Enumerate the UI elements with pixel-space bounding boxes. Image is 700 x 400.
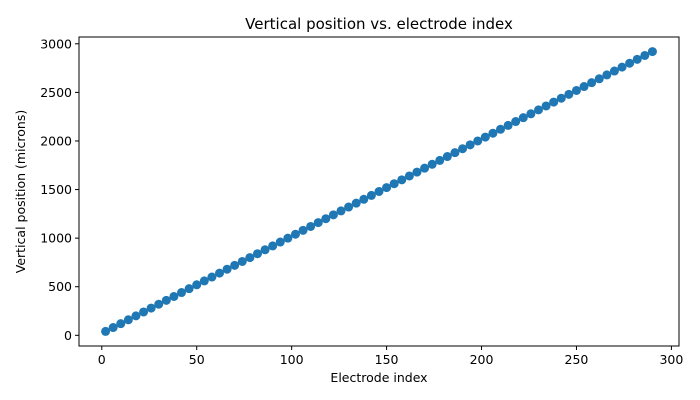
data-point xyxy=(290,229,300,239)
data-point xyxy=(571,85,581,95)
data-point xyxy=(184,284,194,294)
data-point xyxy=(458,144,468,154)
chart-title: Vertical position vs. electrode index xyxy=(245,15,513,33)
data-point xyxy=(245,253,255,263)
data-point xyxy=(154,299,164,309)
data-point xyxy=(283,233,293,243)
data-point xyxy=(192,280,202,290)
y-tick-label: 500 xyxy=(48,279,72,294)
data-point xyxy=(435,155,445,165)
data-point xyxy=(116,319,126,329)
x-tick-label: 100 xyxy=(280,352,304,367)
data-point xyxy=(252,249,262,259)
x-axis-ticks: 0 50 100 150 200 250 300 xyxy=(98,346,683,367)
data-point xyxy=(382,183,392,193)
data-point xyxy=(397,175,407,185)
data-point xyxy=(518,113,528,123)
data-point xyxy=(632,54,642,64)
data-point xyxy=(427,159,437,169)
x-tick-label: 0 xyxy=(98,352,106,367)
data-point xyxy=(420,163,430,173)
x-tick-label: 50 xyxy=(189,352,205,367)
data-point xyxy=(511,117,521,127)
data-point xyxy=(336,206,346,216)
y-tick-label: 1000 xyxy=(40,231,72,246)
data-point xyxy=(374,187,384,196)
data-point xyxy=(579,82,589,92)
data-point xyxy=(541,101,551,111)
data-point xyxy=(328,210,338,220)
data-point xyxy=(139,307,149,317)
data-point xyxy=(161,295,171,305)
data-point xyxy=(222,264,232,274)
data-point xyxy=(123,315,133,325)
data-point xyxy=(465,140,475,150)
y-tick-label: 3000 xyxy=(40,36,72,51)
data-point xyxy=(564,89,574,99)
data-point xyxy=(313,218,323,228)
data-point xyxy=(473,136,483,146)
x-tick-label: 300 xyxy=(659,352,683,367)
data-point xyxy=(389,179,399,189)
data-point xyxy=(306,221,316,231)
data-point xyxy=(359,194,369,204)
x-tick-label: 150 xyxy=(375,352,399,367)
data-point xyxy=(321,214,331,224)
data-point xyxy=(412,167,422,177)
data-point xyxy=(442,152,452,162)
data-point xyxy=(344,202,354,212)
y-axis-ticks: 0 500 1000 1500 2000 2500 3000 xyxy=(40,36,79,343)
data-point xyxy=(230,260,240,270)
data-point xyxy=(169,291,179,301)
data-point xyxy=(594,74,604,84)
data-point xyxy=(298,225,308,235)
data-point xyxy=(268,241,278,251)
data-point xyxy=(275,237,285,247)
x-tick-label: 250 xyxy=(565,352,589,367)
data-point xyxy=(215,268,225,278)
data-point xyxy=(199,276,209,286)
data-point xyxy=(556,93,566,103)
x-tick-label: 200 xyxy=(470,352,494,367)
data-point xyxy=(609,66,619,76)
y-axis-label: Vertical position (microns) xyxy=(13,110,28,273)
x-axis-label: Electrode index xyxy=(330,370,427,385)
data-point xyxy=(533,105,543,115)
y-tick-label: 2000 xyxy=(40,133,72,148)
data-point xyxy=(480,132,490,142)
data-point xyxy=(602,70,612,80)
data-point xyxy=(640,50,650,60)
data-point xyxy=(549,97,559,107)
data-point xyxy=(404,171,414,181)
data-point xyxy=(366,190,376,200)
plot-frame xyxy=(78,36,680,347)
y-tick-label: 2500 xyxy=(40,85,72,100)
data-point xyxy=(647,47,657,57)
y-tick-label: 0 xyxy=(64,328,72,343)
plot-area xyxy=(78,36,680,347)
data-point xyxy=(207,272,217,282)
data-point xyxy=(617,62,627,72)
data-point xyxy=(260,245,270,255)
y-tick-label: 1500 xyxy=(40,182,72,197)
data-point xyxy=(496,124,506,134)
data-point xyxy=(625,58,635,68)
data-point xyxy=(488,128,498,138)
data-point xyxy=(587,78,597,88)
data-point xyxy=(503,120,513,130)
data-point xyxy=(526,109,536,119)
data-point xyxy=(351,198,361,208)
data-point xyxy=(108,323,118,333)
data-points xyxy=(101,47,657,336)
data-point xyxy=(146,303,156,313)
data-point xyxy=(177,288,187,298)
data-point xyxy=(101,326,111,336)
data-point xyxy=(237,256,247,266)
data-point xyxy=(131,311,141,321)
data-point xyxy=(450,148,460,158)
